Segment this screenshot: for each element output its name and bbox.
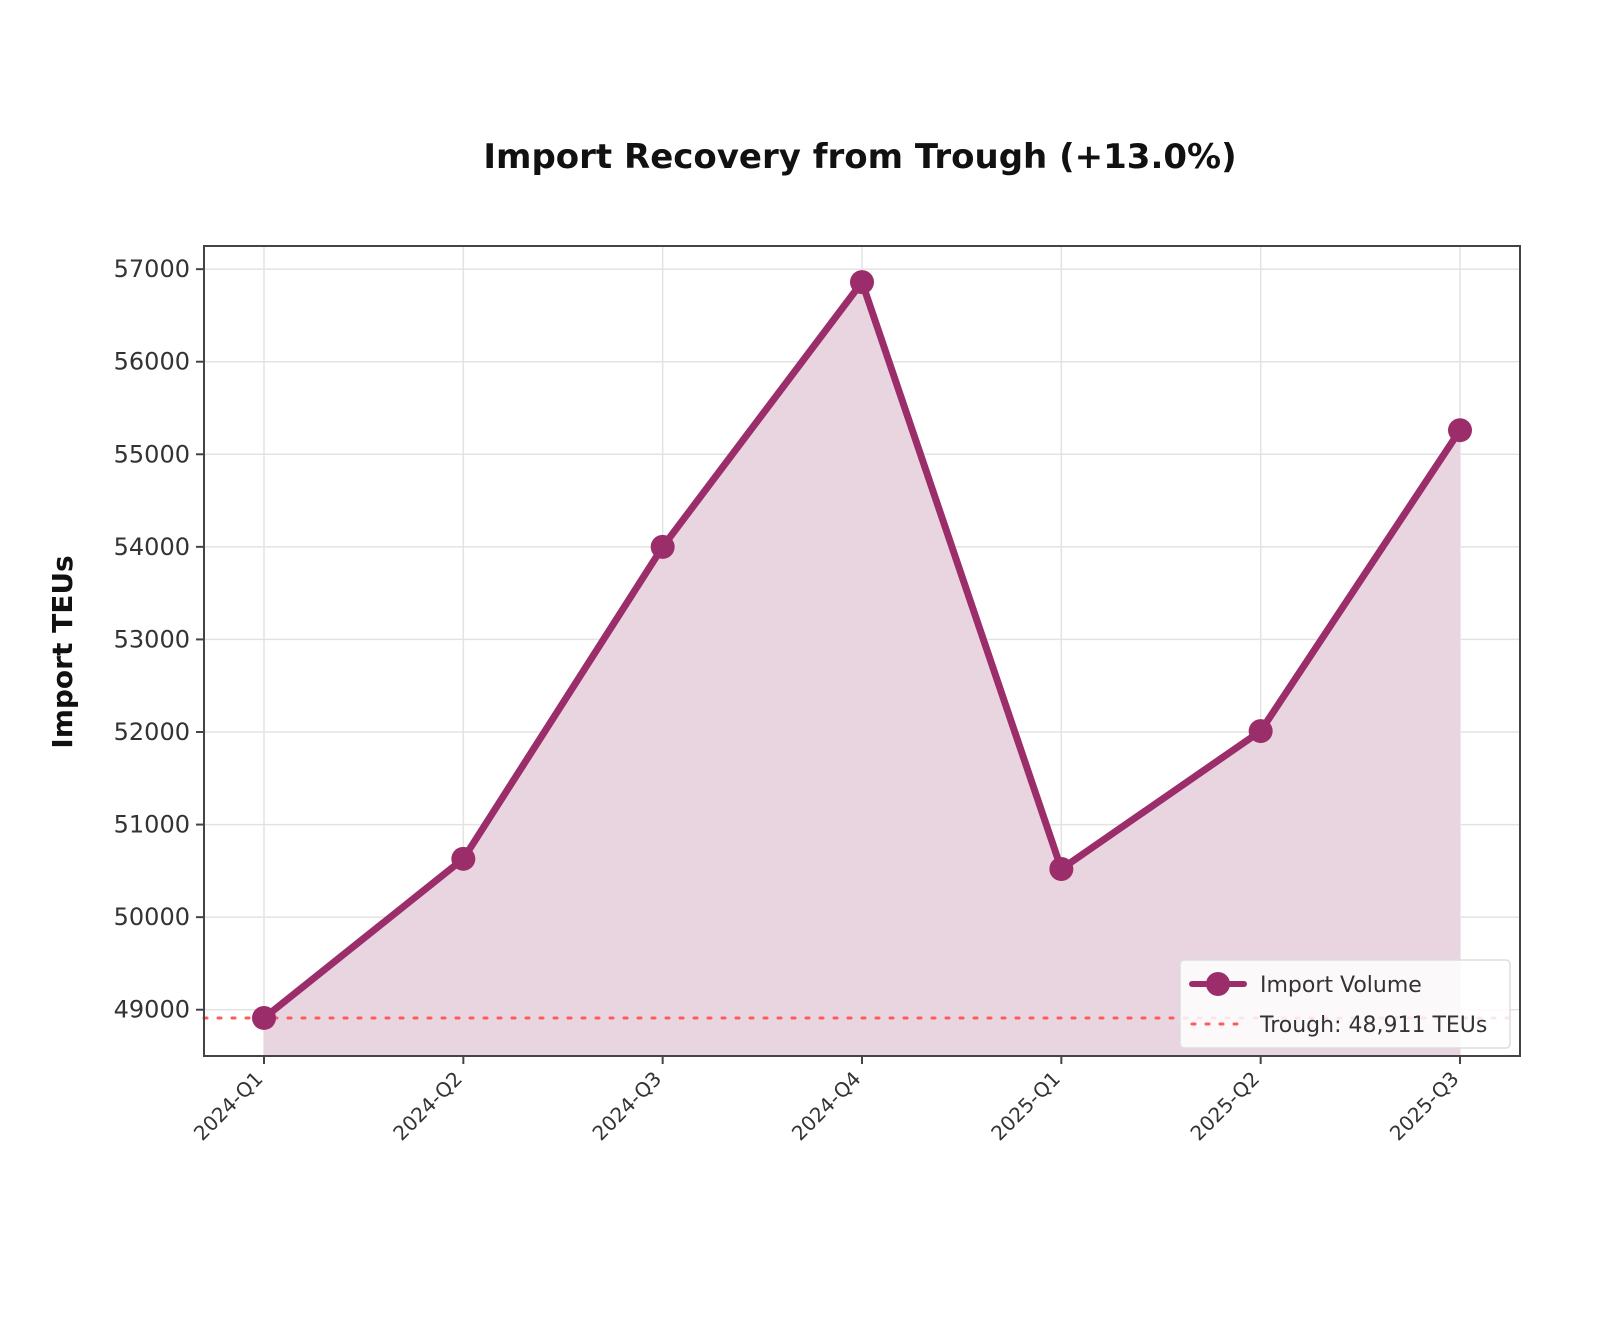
- data-point: [850, 270, 874, 295]
- x-tick-label: 2024-Q2: [388, 1067, 467, 1146]
- y-tick-label: 50000: [114, 903, 190, 931]
- legend: Import Volume Trough: 48,911 TEUs: [1179, 959, 1511, 1049]
- y-tick-label: 53000: [114, 625, 190, 653]
- y-tick-label: 49000: [114, 996, 190, 1024]
- x-axis-ticks: 2024-Q1 2024-Q2 2024-Q3 2024-Q4 2025-Q1 2025-…: [189, 1056, 1464, 1145]
- data-point: [1049, 857, 1074, 882]
- area-fill-layer: [264, 282, 1460, 1056]
- y-tick-label: 51000: [114, 811, 190, 839]
- y-axis-label: Import TEUs: [46, 555, 79, 748]
- x-tick-label: 2024-Q1: [189, 1067, 268, 1146]
- legend-series-label: Import Volume: [1260, 973, 1422, 998]
- y-tick-label: 52000: [114, 718, 190, 746]
- data-point: [1248, 719, 1273, 744]
- data-point: [451, 846, 476, 871]
- data-point: [252, 1005, 276, 1030]
- legend-box: [1179, 959, 1511, 1049]
- y-tick-label: 54000: [114, 533, 190, 561]
- x-tick-label: 2024-Q4: [787, 1067, 866, 1146]
- y-tick-label: 57000: [114, 255, 190, 283]
- y-tick-label: 55000: [114, 440, 190, 468]
- legend-marker-swatch: [1206, 972, 1230, 996]
- data-point: [1448, 418, 1472, 443]
- chart-title: Import Recovery from Trough (+13.0%): [483, 137, 1236, 177]
- x-tick-label: 2025-Q3: [1385, 1067, 1464, 1146]
- data-point: [650, 534, 675, 559]
- series-area-fill: [264, 282, 1460, 1056]
- y-axis-ticks: 49000 50000 51000 52000 53000 54000 55000 56000…: [114, 255, 204, 1024]
- x-tick-label: 2025-Q1: [986, 1067, 1065, 1146]
- legend-reference-label: Trough: 48,911 TEUs: [1259, 1013, 1487, 1038]
- y-tick-label: 56000: [114, 348, 190, 376]
- x-tick-label: 2025-Q2: [1185, 1067, 1264, 1146]
- data-points-layer: [252, 270, 1472, 1030]
- x-tick-label: 2024-Q3: [587, 1067, 666, 1146]
